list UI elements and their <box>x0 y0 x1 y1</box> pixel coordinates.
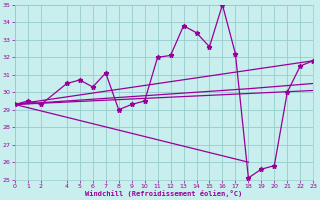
X-axis label: Windchill (Refroidissement éolien,°C): Windchill (Refroidissement éolien,°C) <box>85 190 243 197</box>
